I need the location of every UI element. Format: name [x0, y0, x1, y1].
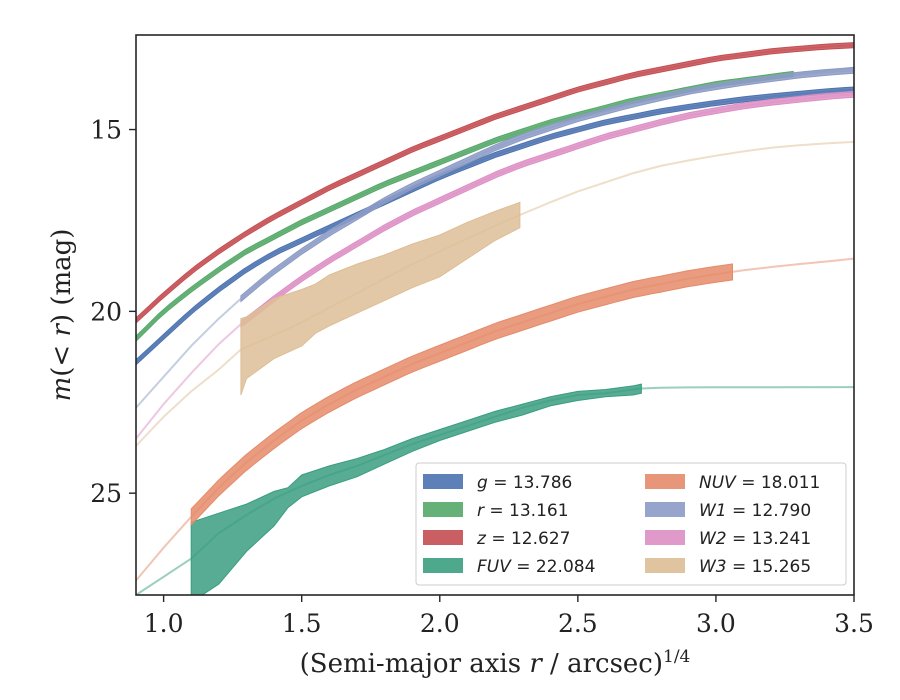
legend-swatch-nuv: [645, 474, 685, 489]
x-tick-label: 3.5: [834, 609, 874, 638]
legend-swatch-g: [423, 474, 463, 489]
legend-swatch-w2: [645, 530, 685, 545]
z-model-line: [136, 45, 854, 320]
y-axis-label: m(< r) (mag): [47, 229, 77, 402]
legend-swatch-fuv: [423, 558, 463, 573]
y-tick-label: 20: [90, 297, 122, 326]
legend-label-g: g = 13.786: [477, 473, 572, 493]
legend-swatch-z: [423, 530, 463, 545]
y-tick-label: 15: [90, 116, 122, 145]
legend-swatch-w1: [645, 502, 685, 517]
legend-label-w2: W2 = 13.241: [699, 529, 811, 549]
x-tick-label: 2.0: [420, 609, 460, 638]
x-tick-label: 2.5: [558, 609, 598, 638]
legend-label-nuv: NUV = 18.011: [699, 473, 820, 493]
legend-label-w1: W1 = 12.790: [699, 501, 811, 521]
legend-swatch-r: [423, 502, 463, 517]
x-axis-label: (Semi-major axis r / arcsec)1/4: [300, 647, 691, 679]
legend-label-w3: W3 = 15.265: [699, 557, 811, 577]
legend-label-fuv: FUV = 22.084: [477, 557, 595, 577]
legend-label-r: r = 13.161: [477, 501, 569, 521]
curve-of-growth-chart: 1.0 1.5 2.0 2.5 3.0 3.5 15 20 25 (Semi-major axi…: [0, 0, 900, 700]
legend-swatch-w3: [645, 558, 685, 573]
y-tick-label: 25: [90, 479, 122, 508]
x-tick-label: 1.5: [282, 609, 322, 638]
x-tick-label: 3.0: [696, 609, 736, 638]
legend: g = 13.786 r = 13.161 z = 12.627 FUV = 22.0…: [416, 463, 846, 585]
x-tick-label: 1.0: [144, 609, 184, 638]
legend-label-z: z = 12.627: [476, 529, 570, 549]
